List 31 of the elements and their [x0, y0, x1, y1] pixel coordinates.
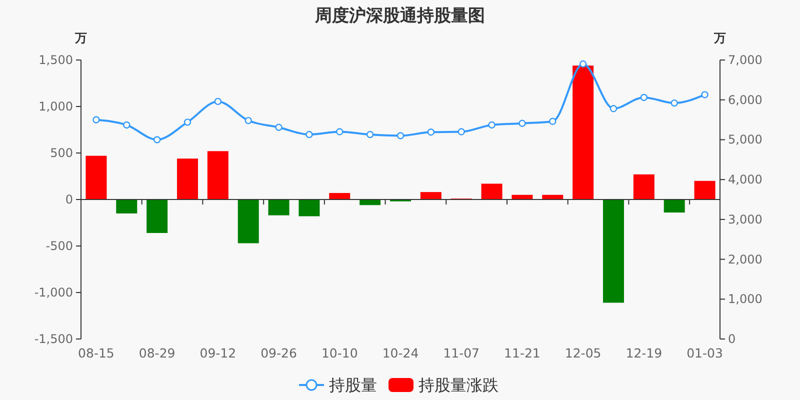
legend-label: 持股量 [329, 376, 377, 394]
y2-tick-label: 3,000 [728, 212, 762, 226]
x-tick-label: 11-21 [504, 346, 540, 360]
y2-tick-label: 6,000 [728, 92, 762, 107]
y-tick-label: 500 [50, 146, 73, 160]
y2-tick-label: 0 [728, 332, 736, 346]
x-tick-label: 08-15 [78, 346, 114, 360]
x-tick-label: 09-26 [260, 346, 297, 360]
x-tick-label: 09-12 [200, 346, 236, 360]
chart-title: 周度沪深股通持股量图 [314, 6, 485, 26]
x-tick-label: 08-29 [138, 346, 176, 360]
y2-tick-label: 1,000 [728, 292, 762, 306]
y2-tick-label: 2,000 [728, 252, 762, 266]
y2-tick-label: 4,000 [728, 172, 762, 187]
x-tick-label: 12-05 [564, 346, 602, 360]
legend-label: 持股量涨跌 [418, 376, 498, 394]
x-tick-label: 01-03 [686, 346, 723, 360]
y-axis-title: 万 [74, 31, 87, 45]
x-tick-label: 11-07 [443, 346, 480, 360]
y2-axis-title: 万 [713, 31, 726, 45]
y-tick-label: 1,000 [38, 100, 73, 114]
y-tick-label: -1,500 [34, 332, 73, 346]
y-tick-label: -1,000 [34, 286, 73, 300]
y-tick-label: -500 [46, 239, 73, 253]
x-tick-label: 10-24 [382, 346, 419, 360]
y-tick-label: 0 [65, 192, 73, 206]
x-tick-label: 10-10 [321, 346, 358, 360]
y2-tick-label: 5,000 [728, 132, 762, 147]
x-tick-label: 12-19 [626, 346, 662, 360]
y2-tick-label: 7,000 [728, 53, 762, 67]
y-tick-label: 1,500 [38, 53, 73, 67]
